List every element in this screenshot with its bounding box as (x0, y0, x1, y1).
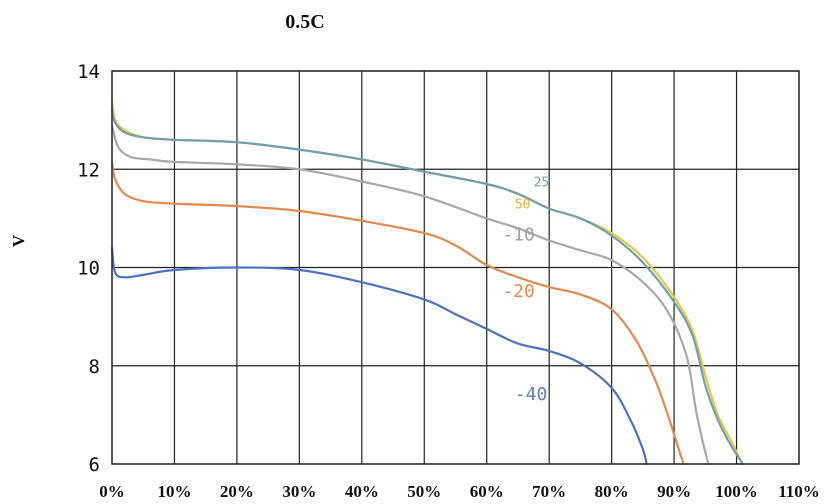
series-line--20 (112, 162, 684, 464)
x-tick-label: 100% (715, 482, 758, 501)
x-tick-label: 30% (282, 482, 316, 501)
y-tick-label: 8 (89, 356, 100, 378)
x-tick-label: 0% (99, 482, 125, 501)
x-tick-label: 10% (157, 482, 191, 501)
x-tick-label: 90% (657, 482, 691, 501)
x-tick-label: 70% (532, 482, 566, 501)
chart-title: 0.5C (285, 11, 324, 33)
x-tick-label: 80% (595, 482, 629, 501)
series-label-50: 50 (515, 198, 531, 213)
y-tick-label: 14 (77, 61, 100, 83)
x-tick-label: 110% (778, 482, 820, 501)
y-tick-label: 12 (77, 159, 100, 181)
series-label--40: -40 (515, 384, 548, 405)
series-line-50 (112, 101, 743, 465)
x-tick-label: 40% (345, 482, 379, 501)
y-tick-label: 6 (89, 454, 100, 476)
series-line--40 (112, 248, 647, 464)
x-tick-label: 20% (220, 482, 254, 501)
x-tick-label: 50% (407, 482, 441, 501)
x-tick-label: 60% (470, 482, 504, 501)
axis-ticks: 0% 10% 20% 30% 40% 50% 60% 70% 80% 90% 100% 110% 6 8 1… (77, 61, 820, 501)
series-label--20: -20 (502, 281, 535, 302)
series-label-25: 25 (534, 175, 550, 190)
series-lines (112, 101, 743, 465)
y-tick-label: 10 (77, 258, 100, 280)
series-label--10: -10 (502, 224, 535, 245)
y-axis-label: V (9, 234, 28, 247)
